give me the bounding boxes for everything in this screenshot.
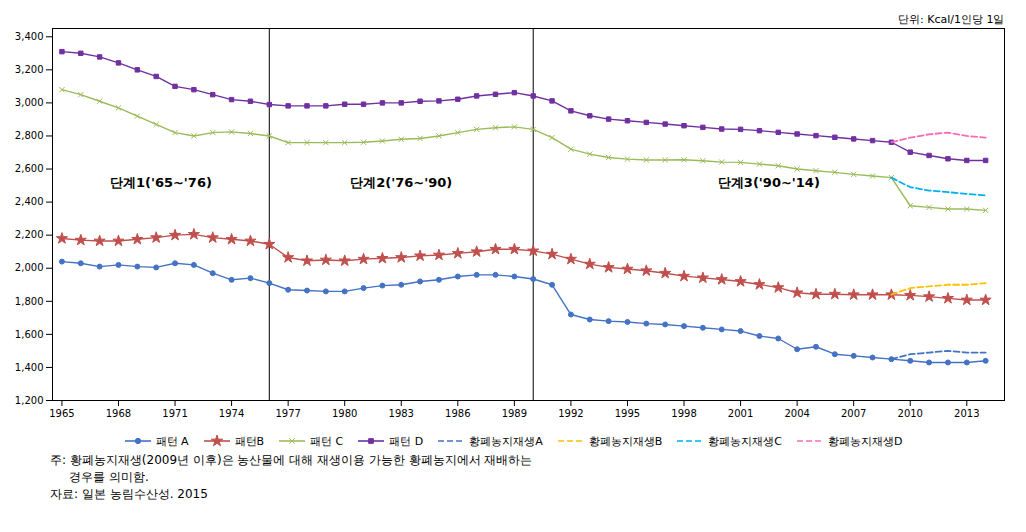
svg-text:단계1('65~'76): 단계1('65~'76) bbox=[110, 175, 212, 190]
svg-text:1,600: 1,600 bbox=[15, 329, 44, 340]
svg-text:3,000: 3,000 bbox=[15, 97, 44, 108]
html-text:자료: 일본 농림수산성. 2015: 자료: 일본 농림수산성. 2015 bbox=[50, 487, 208, 501]
svg-text:2013: 2013 bbox=[954, 408, 979, 419]
svg-text:1,400: 1,400 bbox=[15, 362, 44, 373]
svg-text:1,200: 1,200 bbox=[15, 395, 44, 406]
svg-text:3,400: 3,400 bbox=[15, 31, 44, 42]
html-text:패턴B: 패턴B bbox=[234, 434, 265, 448]
svg-text:2001: 2001 bbox=[728, 408, 753, 419]
svg-text:1,800: 1,800 bbox=[15, 296, 44, 307]
html-text:패턴 C: 패턴 C bbox=[310, 434, 344, 448]
svg-text:2,200: 2,200 bbox=[15, 229, 44, 240]
svg-text:단위: Kcal/1인당 1일: 단위: Kcal/1인당 1일 bbox=[898, 13, 1004, 26]
svg-text:1971: 1971 bbox=[162, 408, 187, 419]
svg-text:1998: 1998 bbox=[671, 408, 696, 419]
svg-text:2004: 2004 bbox=[784, 408, 809, 419]
html-text:황폐농지재생A: 황폐농지재생A bbox=[469, 434, 543, 448]
svg-text:1992: 1992 bbox=[558, 408, 583, 419]
svg-text:1986: 1986 bbox=[445, 408, 470, 419]
svg-text:1983: 1983 bbox=[389, 408, 414, 419]
svg-text:2,400: 2,400 bbox=[15, 196, 44, 207]
svg-text:1974: 1974 bbox=[219, 408, 244, 419]
svg-text:3,200: 3,200 bbox=[15, 64, 44, 75]
svg-text:1995: 1995 bbox=[615, 408, 640, 419]
html-text:패턴 A: 패턴 A bbox=[155, 434, 189, 448]
svg-text:2010: 2010 bbox=[898, 408, 923, 419]
html-text:황폐농지재생D: 황폐농지재생D bbox=[828, 434, 903, 448]
svg-text:1989: 1989 bbox=[502, 408, 527, 419]
html-text:황폐농지재생C: 황폐농지재생C bbox=[708, 434, 782, 448]
svg-text:단계3('90~'14): 단계3('90~'14) bbox=[718, 175, 820, 190]
svg-text:2,000: 2,000 bbox=[15, 262, 44, 273]
html-text:경우를 의미함.: 경우를 의미함. bbox=[50, 470, 149, 484]
svg-text:2,800: 2,800 bbox=[15, 130, 44, 141]
svg-text:단계2('76~'90): 단계2('76~'90) bbox=[350, 175, 452, 190]
svg-text:2,600: 2,600 bbox=[15, 163, 44, 174]
html-text:황폐농지재생B: 황폐농지재생B bbox=[588, 434, 663, 448]
html-text:주: 황폐농지재생(2009년 이후)은 농산물에 대해 재: 주: 황폐농지재생(2009년 이후)은 농산물에 대해 재생이용 가능한 황폐… bbox=[50, 453, 533, 467]
svg-text:1968: 1968 bbox=[106, 408, 131, 419]
svg-text:1977: 1977 bbox=[275, 408, 300, 419]
html-text:패턴 D: 패턴 D bbox=[389, 434, 424, 448]
svg-text:2007: 2007 bbox=[841, 408, 866, 419]
svg-text:1980: 1980 bbox=[332, 408, 357, 419]
svg-text:1965: 1965 bbox=[49, 408, 74, 419]
